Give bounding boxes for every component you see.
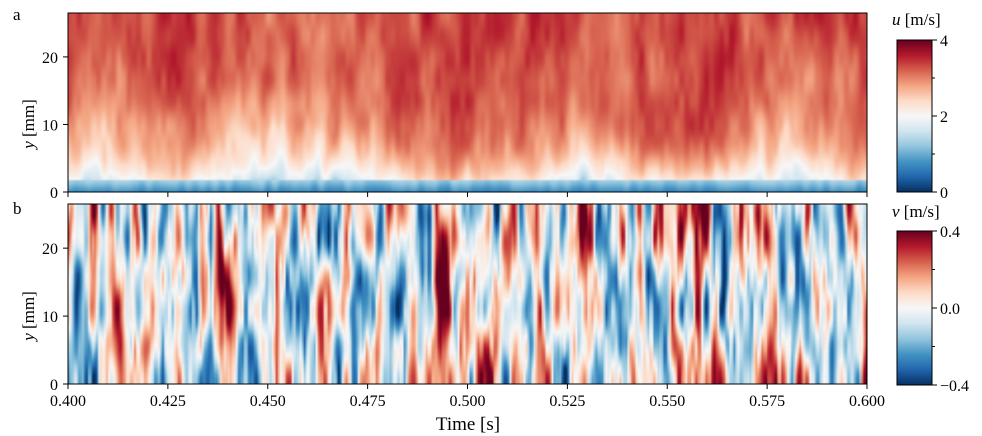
y-tick-label: 20 [42,50,58,67]
u-velocity-heatmap [68,13,867,192]
x-tick-label: 0.575 [749,393,785,410]
colorbar-u: u [m/s] 0 2 4 [892,10,948,202]
panel-a-x-ticks [67,192,868,197]
panel-b-label: b [13,199,22,218]
x-tick-label: 0.400 [50,393,86,410]
y-tick-label: 10 [42,309,58,326]
colorbar-v: v [m/s] −0.4 0.0 0.4 [892,202,969,395]
colorbar-u-label: u [m/s] [892,10,941,29]
x-tick-label: 0.475 [350,393,386,410]
colorbar-tick-label: −0.4 [940,378,969,395]
v-velocity-heatmap [68,204,867,384]
panel-b-y-axis-label: y [mm] [19,291,38,343]
colorbar-tick-label: 0.4 [940,224,960,241]
x-tick-label: 0.450 [250,393,286,410]
colorbar-v-label: v [m/s] [892,202,940,221]
colorbar-u-ticks: 0 2 4 [932,33,948,202]
colorbar-v-bar [896,230,933,386]
x-axis-label: Time [s] [436,414,500,435]
x-tick-label: 0.600 [849,393,885,410]
colorbar-u-bar [896,39,933,193]
x-tick-label: 0.500 [450,393,486,410]
y-tick-label: 10 [42,117,58,134]
y-tick-label: 20 [42,241,58,258]
colorbar-tick-label: 2 [940,109,948,126]
panel-a-y-axis: 0 10 20 [42,50,68,202]
panel-a-y-axis-label: y [mm] [19,99,38,151]
panel-b-x-axis: 0.400 0.425 0.450 0.475 0.500 0.525 0.550 0.575… [50,384,885,410]
colorbar-tick-label: 0 [940,185,948,202]
y-tick-label: 0 [50,377,58,394]
panel-b-y-axis: 0 10 20 [42,241,68,394]
panel-a: a 0 10 20 y [mm] [13,5,868,202]
colorbar-tick-label: 0.0 [940,301,960,318]
x-tick-label: 0.550 [649,393,685,410]
colorbar-v-ticks: −0.4 0.0 0.4 [932,224,969,395]
colorbar-tick-label: 4 [940,33,948,50]
x-tick-label: 0.425 [150,393,186,410]
x-tick-label: 0.525 [549,393,585,410]
panel-a-label: a [13,5,21,24]
y-tick-label: 0 [50,185,58,202]
